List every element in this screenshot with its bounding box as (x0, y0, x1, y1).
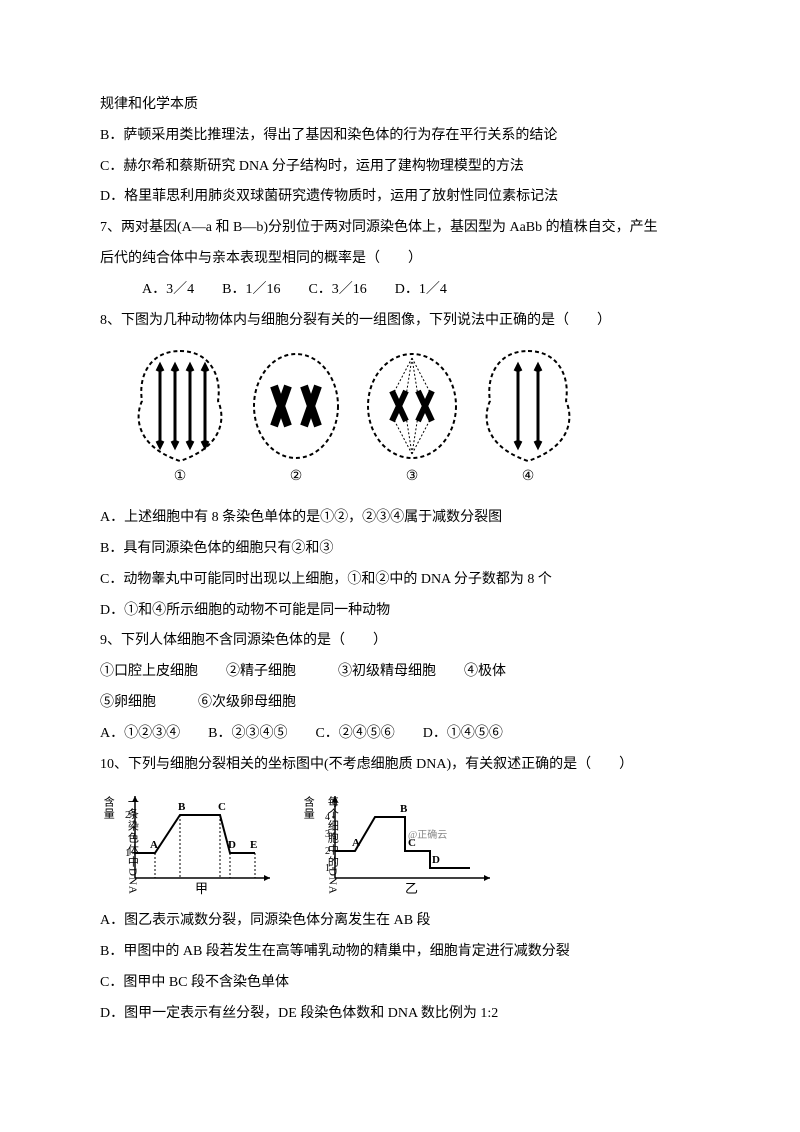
chart1-caption: 甲 (195, 881, 208, 896)
q8-option-c: C．动物睾丸中可能同时出现以上细胞，①和②中的 DNA 分子数都为 8 个 (100, 565, 700, 596)
svg-text:C: C (218, 801, 226, 813)
chart-yi: 每个细胞中的DNA含量 1 2 3 4 A B C D @正确云 乙 (310, 788, 500, 898)
cell-diagram-4 (478, 346, 578, 466)
chart-jia: 一条染色体中DNA含量 1 2 A B C D E 甲 (110, 788, 280, 898)
cell-label-2: ② (246, 462, 346, 493)
q10-option-d: D．图甲一定表示有丝分裂，DE 段染色体数和 DNA 数比例为 1:2 (100, 999, 700, 1030)
question-10: 10、下列与细胞分裂相关的坐标图中(不考虑细胞质 DNA)，有关叙述正确的是（ … (100, 750, 700, 781)
q10-option-a: A．图乙表示减数分裂，同源染色体分离发生在 AB 段 (100, 906, 700, 937)
svg-text:D: D (432, 854, 440, 866)
question-9: 9、下列人体细胞不含同源染色体的是（ ） (100, 626, 700, 657)
svg-text:A: A (352, 837, 360, 849)
question-9-items2: ⑤卵细胞 ⑥次级卵母细胞 (100, 688, 700, 719)
cell-label-4: ④ (478, 462, 578, 493)
charts: 一条染色体中DNA含量 1 2 A B C D E 甲 每个细胞中的DNA含量 (110, 788, 700, 898)
option-b: B．萨顿采用类比推理法，得出了基因和染色体的行为存在平行关系的结论 (100, 121, 700, 152)
q8-option-a: A．上述细胞中有 8 条染色单体的是①②，②③④属于减数分裂图 (100, 503, 700, 534)
cell-diagrams: ① ② (130, 346, 700, 493)
q10-option-c: C．图甲中 BC 段不含染色单体 (100, 968, 700, 999)
chart2-ylabel: 每个细胞中的DNA含量 (296, 796, 344, 898)
cell-diagram-1 (130, 346, 230, 466)
q8-option-d: D．①和④所示细胞的动物不可能是同一种动物 (100, 596, 700, 627)
q8-option-b: B．具有同源染色体的细胞只有②和③ (100, 534, 700, 565)
question-9-items: ①口腔上皮细胞 ②精子细胞 ③初级精母细胞 ④极体 (100, 657, 700, 688)
question-7: 7、两对基因(A—a 和 B—b)分别位于两对同源染色体上，基因型为 AaBb … (100, 213, 700, 244)
cell-label-1: ① (130, 462, 230, 493)
q10-option-b: B．甲图中的 AB 段若发生在高等哺乳动物的精巢中，细胞肯定进行减数分裂 (100, 937, 700, 968)
question-7b: 后代的纯合体中与亲本表现型相同的概率是（ ） (100, 244, 700, 275)
cell-label-3: ③ (362, 462, 462, 493)
question-8: 8、下图为几种动物体内与细胞分裂有关的一组图像，下列说法中正确的是（ ） (100, 306, 700, 337)
question-7-options: A．3／4 B．1／16 C．3／16 D．1／4 (100, 275, 700, 306)
svg-text:D: D (228, 839, 236, 851)
text-line: 规律和化学本质 (100, 90, 700, 121)
watermark: @正确云 (408, 828, 447, 841)
svg-text:A: A (150, 839, 158, 851)
chart1-ylabel: 一条染色体中DNA含量 (96, 796, 144, 898)
chart2-caption: 乙 (405, 881, 418, 896)
svg-text:B: B (178, 801, 186, 813)
cell-diagram-2 (246, 346, 346, 466)
svg-text:E: E (250, 839, 257, 851)
option-d: D．格里菲思利用肺炎双球菌研究遗传物质时，运用了放射性同位素标记法 (100, 182, 700, 213)
cell-diagram-3 (362, 346, 462, 466)
question-9-options: A．①②③④ B．②③④⑤ C．②④⑤⑥ D．①④⑤⑥ (100, 719, 700, 750)
option-c: C．赫尔希和蔡斯研究 DNA 分子结构时，运用了建构物理模型的方法 (100, 152, 700, 183)
svg-text:B: B (400, 803, 408, 815)
